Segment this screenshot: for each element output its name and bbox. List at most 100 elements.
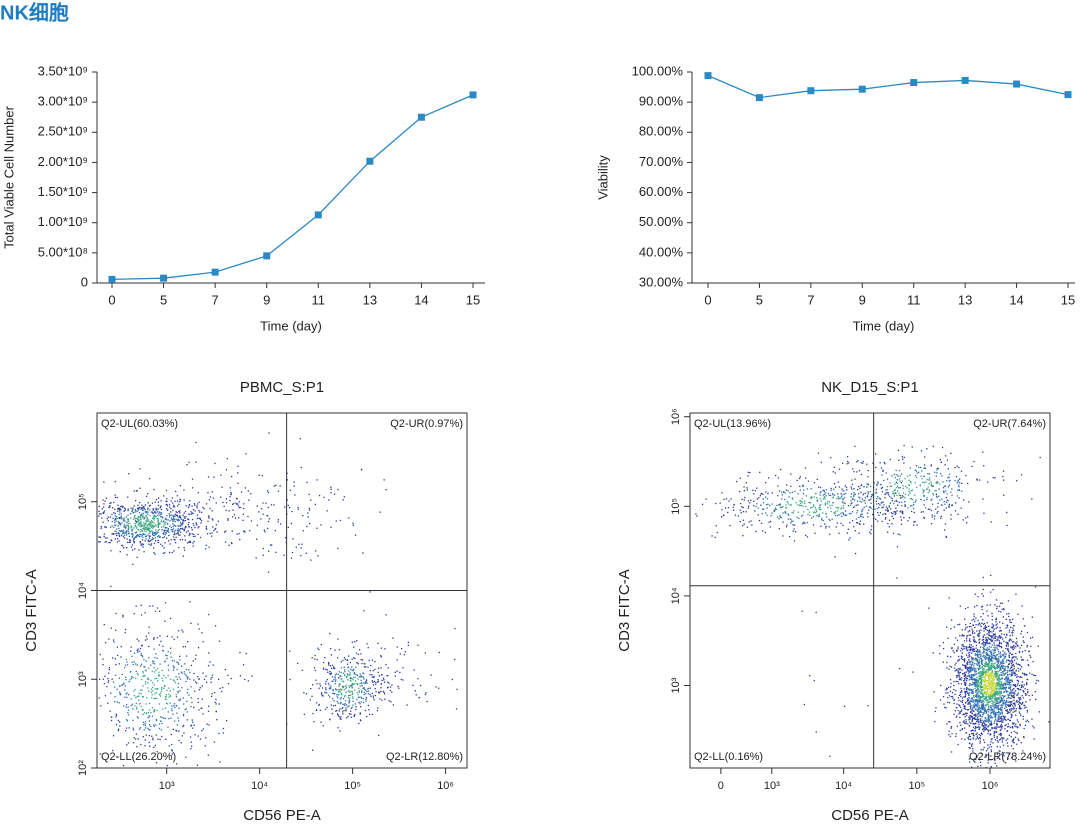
event-dot (128, 541, 130, 543)
event-dot (967, 652, 970, 654)
event-dot (117, 730, 119, 732)
event-dot (172, 528, 175, 530)
event-dot (942, 661, 944, 663)
event-dot (955, 675, 958, 677)
event-dot (934, 490, 936, 492)
event-dot (354, 657, 356, 660)
event-dot (185, 674, 187, 676)
event-dot (825, 495, 827, 497)
event-dot (1007, 681, 1010, 684)
event-dot (127, 709, 130, 711)
event-dot (884, 512, 886, 515)
event-dot (964, 666, 967, 669)
event-dot (926, 488, 929, 490)
event-dot (923, 499, 925, 502)
event-dot (120, 646, 122, 648)
event-dot (230, 493, 232, 495)
event-dot (370, 664, 372, 667)
event-dot (212, 497, 215, 499)
event-dot (196, 503, 199, 505)
event-dot (142, 670, 144, 673)
event-dot (948, 506, 950, 508)
event-dot (771, 492, 773, 494)
event-dot (861, 509, 863, 511)
event-dot (189, 678, 191, 680)
event-dot (137, 509, 139, 511)
event-dot (1002, 703, 1004, 705)
event-dot (974, 718, 976, 720)
event-dot (172, 516, 175, 518)
event-dot (176, 678, 179, 681)
event-dot (153, 708, 155, 711)
event-dot (1010, 621, 1012, 624)
event-dot (803, 511, 805, 513)
event-dot (182, 713, 185, 715)
event-dot (115, 629, 117, 631)
event-dot (136, 490, 138, 492)
event-dot (994, 702, 996, 704)
event-dot (805, 505, 807, 508)
event-dot (1025, 706, 1027, 708)
event-dot (349, 672, 351, 674)
event-dot (184, 646, 186, 648)
event-dot (177, 520, 179, 522)
event-dot (986, 653, 988, 656)
event-dot (118, 663, 120, 665)
event-dot (948, 503, 950, 505)
event-dot (1015, 714, 1017, 716)
event-dot (940, 515, 942, 518)
event-dot (140, 535, 142, 537)
event-dot (394, 675, 396, 677)
event-dot (1001, 706, 1003, 709)
event-dot (313, 667, 316, 669)
event-dot (363, 610, 365, 612)
event-dot (350, 677, 352, 679)
event-dot (291, 552, 294, 554)
event-dot (842, 514, 845, 516)
event-dot (858, 516, 860, 519)
event-dot (996, 707, 998, 709)
event-dot (866, 483, 868, 485)
event-dot (451, 678, 453, 681)
event-dot (147, 493, 149, 495)
event-dot (987, 654, 989, 656)
event-dot (991, 663, 993, 665)
event-dot (842, 490, 844, 492)
event-dot (142, 685, 144, 687)
event-dot (1016, 727, 1019, 729)
event-dot (140, 522, 142, 525)
event-dot (965, 688, 968, 690)
event-dot (157, 514, 159, 517)
event-dot (169, 702, 171, 704)
event-dot (143, 505, 145, 508)
event-dot (904, 505, 906, 507)
event-dot (910, 497, 913, 500)
event-dot (847, 505, 850, 507)
event-dot (172, 688, 175, 690)
event-dot (116, 541, 119, 543)
event-dot (904, 504, 906, 506)
event-dot (1005, 719, 1007, 721)
event-dot (932, 494, 935, 496)
event-dot (984, 658, 986, 660)
event-dot (972, 729, 974, 732)
event-dot (1008, 654, 1010, 656)
event-dot (167, 711, 169, 713)
event-dot (300, 547, 302, 549)
event-dot (982, 707, 984, 709)
event-dot (126, 547, 128, 549)
event-dot (114, 522, 116, 524)
event-dot (895, 492, 897, 494)
event-dot (321, 687, 324, 689)
event-dot (992, 656, 994, 658)
event-dot (363, 666, 366, 668)
event-dot (320, 524, 322, 526)
event-dot (100, 705, 102, 707)
event-dot (948, 476, 950, 478)
event-dot (328, 694, 330, 696)
point-marker (417, 113, 425, 121)
event-dot (855, 522, 858, 524)
event-dot (988, 661, 990, 664)
event-dot (975, 699, 978, 701)
event-dot (348, 517, 350, 519)
